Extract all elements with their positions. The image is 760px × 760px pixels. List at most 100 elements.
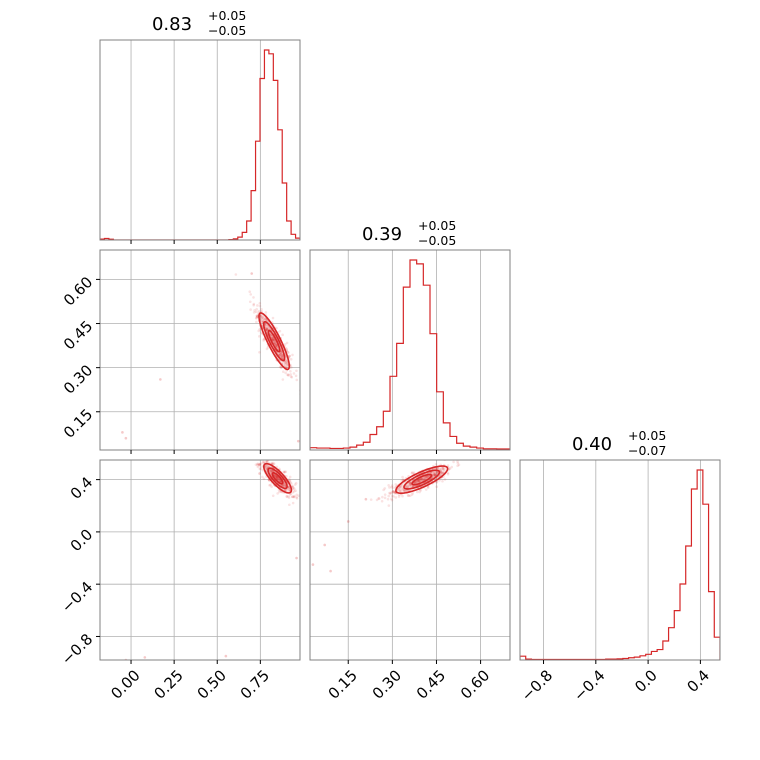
sample-point [285,347,288,351]
sample-point [260,309,263,313]
sample-point [265,327,269,330]
sample-point [288,354,291,358]
x-tick-label: 0.00 [107,666,143,702]
sample-point [438,479,441,482]
x-tick-label: 0.50 [194,666,230,702]
sample-point [249,308,252,311]
sample-point [274,475,278,479]
sample-point [434,467,437,470]
sample-point [284,371,287,375]
sample-point [290,375,294,379]
sample-point [288,475,292,479]
sample-point [259,467,263,470]
sample-point [266,345,270,349]
sample-point [441,467,445,470]
sample-point [435,481,439,484]
sample-point [259,315,263,318]
sample-point [447,467,451,471]
sample-point [403,489,407,493]
sample-point [409,483,412,487]
sample-point [281,353,284,357]
sample-point [285,495,289,499]
sample-point [323,543,327,547]
sample-point [287,373,290,377]
sample-point [259,313,263,317]
sample-point [287,488,291,491]
sample-point [403,489,406,492]
scatter-content [124,453,300,660]
sample-point [446,471,450,475]
sample-point [256,462,259,466]
sample-point [287,495,290,498]
histogram-step [310,259,510,450]
sample-point [441,471,445,475]
sample-point [265,328,269,331]
sample-point [286,350,290,354]
sample-point [423,477,426,480]
sample-point [282,370,285,374]
sample-point [268,483,271,487]
sample-point [393,491,397,495]
sample-point [269,333,273,336]
sample-point [271,316,275,320]
sample-point [433,472,437,476]
sample-point [399,484,402,488]
sample-point [389,492,392,495]
sample-point [274,474,278,478]
sample-point [401,487,404,491]
sample-point [392,489,395,493]
sample-point [425,476,429,479]
sample-point [456,464,459,468]
sample-point [386,497,390,501]
scatter-content [311,460,461,573]
sample-point [291,501,295,505]
sample-point [434,470,437,474]
sample-point [265,328,269,331]
sample-point [412,484,415,488]
sample-point [262,477,266,481]
sample-point [410,471,414,474]
sample-point [258,335,261,338]
sample-point [273,474,277,477]
sample-point [260,465,264,468]
sample-point [390,498,394,502]
y-tick-labels-row-2: 0.15 0.30 0.45 0.60 [60,273,96,442]
sample-point [255,320,258,324]
sample-point [292,490,296,493]
sample-point [295,496,298,499]
sample-point [258,462,262,466]
sample-point [291,487,295,491]
sample-point [278,490,281,494]
sample-point [248,290,252,293]
sample-point [407,494,410,497]
sample-point [369,498,373,501]
sample-point [416,479,419,483]
sample-point [254,453,257,456]
sample-point [390,497,393,501]
sample-point [234,273,238,276]
sample-point [408,483,411,487]
sample-point [390,484,394,487]
sample-point [279,355,283,358]
sample-point [382,488,385,492]
sample-point [280,366,283,369]
sample-point [435,485,439,489]
sample-point [294,374,298,378]
y-tick-label: 0.15 [60,405,96,441]
sample-point [364,497,368,501]
sample-point [261,460,265,464]
sample-point [284,361,288,365]
sample-point [265,460,269,463]
sample-point [271,337,274,341]
sample-point [252,302,256,306]
sample-point [420,477,424,481]
sample-point [272,462,276,466]
x-tick-label: 0.25 [151,666,187,702]
panel-title-plus-3: +0.05 [628,428,666,443]
sample-point [271,470,275,473]
sample-point [406,484,410,488]
sample-point [414,481,417,484]
sample-point [256,456,259,459]
sample-point [276,476,279,479]
sample-point [420,477,423,481]
